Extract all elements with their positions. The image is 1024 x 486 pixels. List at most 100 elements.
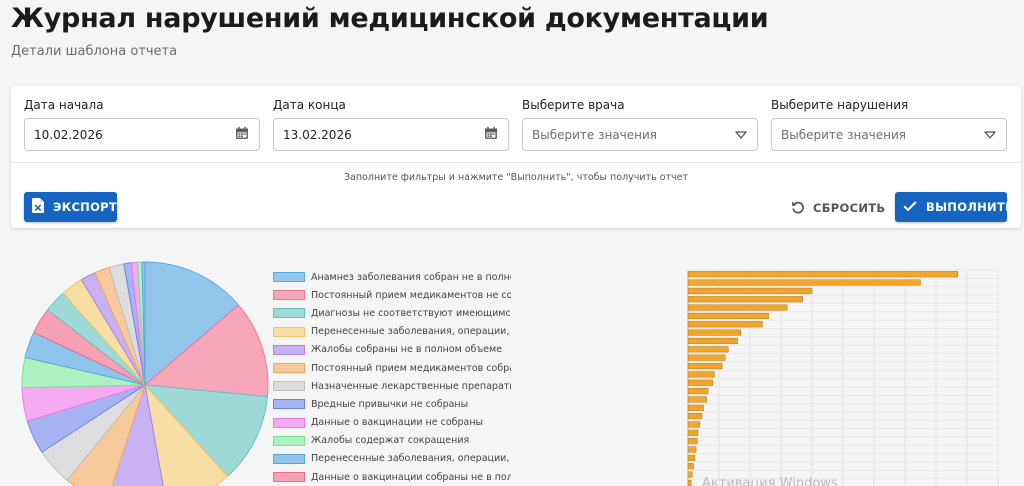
violation-label: Выберите нарушения: [771, 98, 909, 112]
legend-item[interactable]: Назначенные лекарственные препараты не у…: [273, 377, 511, 395]
legend-swatch: [273, 453, 305, 464]
legend-label: Перенесенные заболевания, операции, трав…: [311, 326, 511, 338]
bar[interactable]: [687, 471, 693, 478]
doctor-field: Выберите врача Выберите значения: [522, 98, 758, 151]
bar[interactable]: [687, 413, 703, 420]
reset-label: СБРОСИТЬ: [813, 201, 886, 215]
calendar-icon[interactable]: [235, 126, 249, 143]
bar[interactable]: [687, 279, 921, 286]
page-title: Журнал нарушений медицинской документаци…: [11, 3, 769, 34]
run-label: ВЫПОЛНИТЬ: [926, 200, 1015, 214]
legend-swatch: [273, 272, 305, 283]
legend-swatch: [273, 363, 305, 374]
legend-item[interactable]: Перенесенные заболевания, операции, трав…: [273, 323, 511, 341]
dropdown-triangle-icon[interactable]: [735, 128, 747, 142]
violation-select[interactable]: Выберите значения: [771, 118, 1007, 151]
violation-field: Выберите нарушения Выберите значения: [771, 98, 1007, 151]
legend-label: Диагнозы не соответствуют имеющимся данн…: [311, 307, 511, 319]
bar[interactable]: [687, 346, 729, 353]
legend-swatch: [273, 417, 305, 428]
calendar-icon[interactable]: [484, 126, 498, 143]
legend-swatch: [273, 399, 305, 410]
dropdown-triangle-icon[interactable]: [984, 128, 996, 142]
bar-chart: [672, 262, 1012, 486]
date-to-field: Дата конца 13.02.2026: [273, 98, 509, 151]
date-from-input[interactable]: 10.02.2026: [24, 118, 260, 151]
bar[interactable]: [687, 454, 696, 461]
doctor-label: Выберите врача: [522, 98, 625, 112]
pie-chart-svg: [21, 261, 269, 486]
bar[interactable]: [687, 329, 741, 336]
legend-item[interactable]: Данные о вакцинации не собраны: [273, 414, 511, 432]
legend-item[interactable]: Диагнозы не соответствуют имеющимся данн…: [273, 304, 511, 322]
bar[interactable]: [687, 421, 701, 428]
undo-icon: [791, 200, 805, 217]
date-to-label: Дата конца: [273, 98, 346, 112]
bar[interactable]: [687, 388, 709, 395]
legend-item[interactable]: Жалобы содержат сокращения: [273, 432, 511, 450]
bar[interactable]: [687, 296, 803, 303]
bar[interactable]: [687, 337, 738, 345]
bar[interactable]: [687, 479, 692, 486]
date-from-label: Дата начала: [24, 98, 104, 112]
pie-chart: [0, 255, 280, 486]
pie-slice[interactable]: [143, 304, 269, 398]
bar[interactable]: [687, 321, 763, 328]
legend-item[interactable]: Анамнез заболевания собран не в полном о…: [273, 268, 511, 286]
bar[interactable]: [687, 404, 704, 411]
windows-activation-watermark: Активация Windows: [702, 476, 838, 486]
bar[interactable]: [687, 379, 714, 386]
legend-item[interactable]: Жалобы собраны не в полном объеме: [273, 341, 511, 359]
legend-item[interactable]: Вредные привычки не собраны: [273, 395, 511, 413]
legend-swatch: [273, 308, 305, 319]
bar[interactable]: [687, 371, 715, 378]
pie-legend: Анамнез заболевания собран не в полном о…: [273, 268, 511, 486]
bar[interactable]: [687, 287, 813, 294]
legend-item[interactable]: Постоянный прием медикаментов не собран: [273, 286, 511, 304]
bar[interactable]: [687, 446, 697, 453]
legend-item[interactable]: Постоянный прием медикаментов собран не …: [273, 359, 511, 377]
bar[interactable]: [687, 429, 699, 436]
legend-label: Постоянный прием медикаментов не собран: [311, 289, 511, 301]
pie-slice[interactable]: [144, 383, 229, 486]
pie-slice[interactable]: [144, 261, 240, 387]
legend-label: Жалобы собраны не в полном объеме: [311, 344, 503, 356]
bar[interactable]: [687, 362, 723, 370]
legend-swatch: [273, 381, 305, 392]
legend-label: Данные о вакцинации собраны не в полном …: [311, 471, 511, 483]
legend-item[interactable]: Данные о вакцинации собраны не в полном …: [273, 468, 511, 486]
card-divider: [11, 162, 1021, 163]
legend-label: Вредные привычки не собраны: [311, 398, 469, 410]
bar[interactable]: [687, 312, 769, 319]
bar[interactable]: [687, 463, 694, 470]
legend-swatch: [273, 290, 305, 301]
bar[interactable]: [687, 271, 958, 278]
run-button[interactable]: ВЫПОЛНИТЬ: [895, 192, 1014, 222]
legend-item[interactable]: Перенесенные заболевания, операции, трав…: [273, 450, 511, 468]
date-to-input[interactable]: 13.02.2026: [273, 118, 509, 151]
bar[interactable]: [687, 438, 698, 445]
hint-text: Заполните фильтры и нажмите "Выполнить",…: [343, 172, 689, 183]
pie-slice[interactable]: [107, 384, 167, 486]
legend-label: Данные о вакцинации не собраны: [311, 417, 484, 429]
export-button[interactable]: ЭКСПОРТ: [24, 192, 117, 222]
legend-label: Назначенные лекарственные препараты не у…: [311, 380, 511, 392]
legend-label: Перенесенные заболевания, операции, трав…: [311, 453, 511, 465]
excel-file-icon: [32, 198, 44, 216]
bar-chart-svg: [687, 269, 999, 486]
reset-button[interactable]: СБРОСИТЬ: [791, 194, 885, 222]
page-subtitle: Детали шаблона отчета: [11, 44, 178, 59]
violation-placeholder: Выберите значения: [781, 127, 907, 142]
legend-swatch: [273, 326, 305, 337]
doctor-select[interactable]: Выберите значения: [522, 118, 758, 151]
legend-label: Постоянный прием медикаментов собран не …: [311, 362, 511, 374]
date-from-field: Дата начала 10.02.2026: [24, 98, 260, 151]
doctor-placeholder: Выберите значения: [532, 127, 658, 142]
bar[interactable]: [687, 304, 788, 311]
bar[interactable]: [687, 354, 726, 361]
pie-slice[interactable]: [143, 384, 268, 477]
bar[interactable]: [687, 396, 707, 403]
pie-slice[interactable]: [141, 261, 146, 386]
check-icon: [903, 200, 917, 215]
legend-swatch: [273, 435, 305, 446]
